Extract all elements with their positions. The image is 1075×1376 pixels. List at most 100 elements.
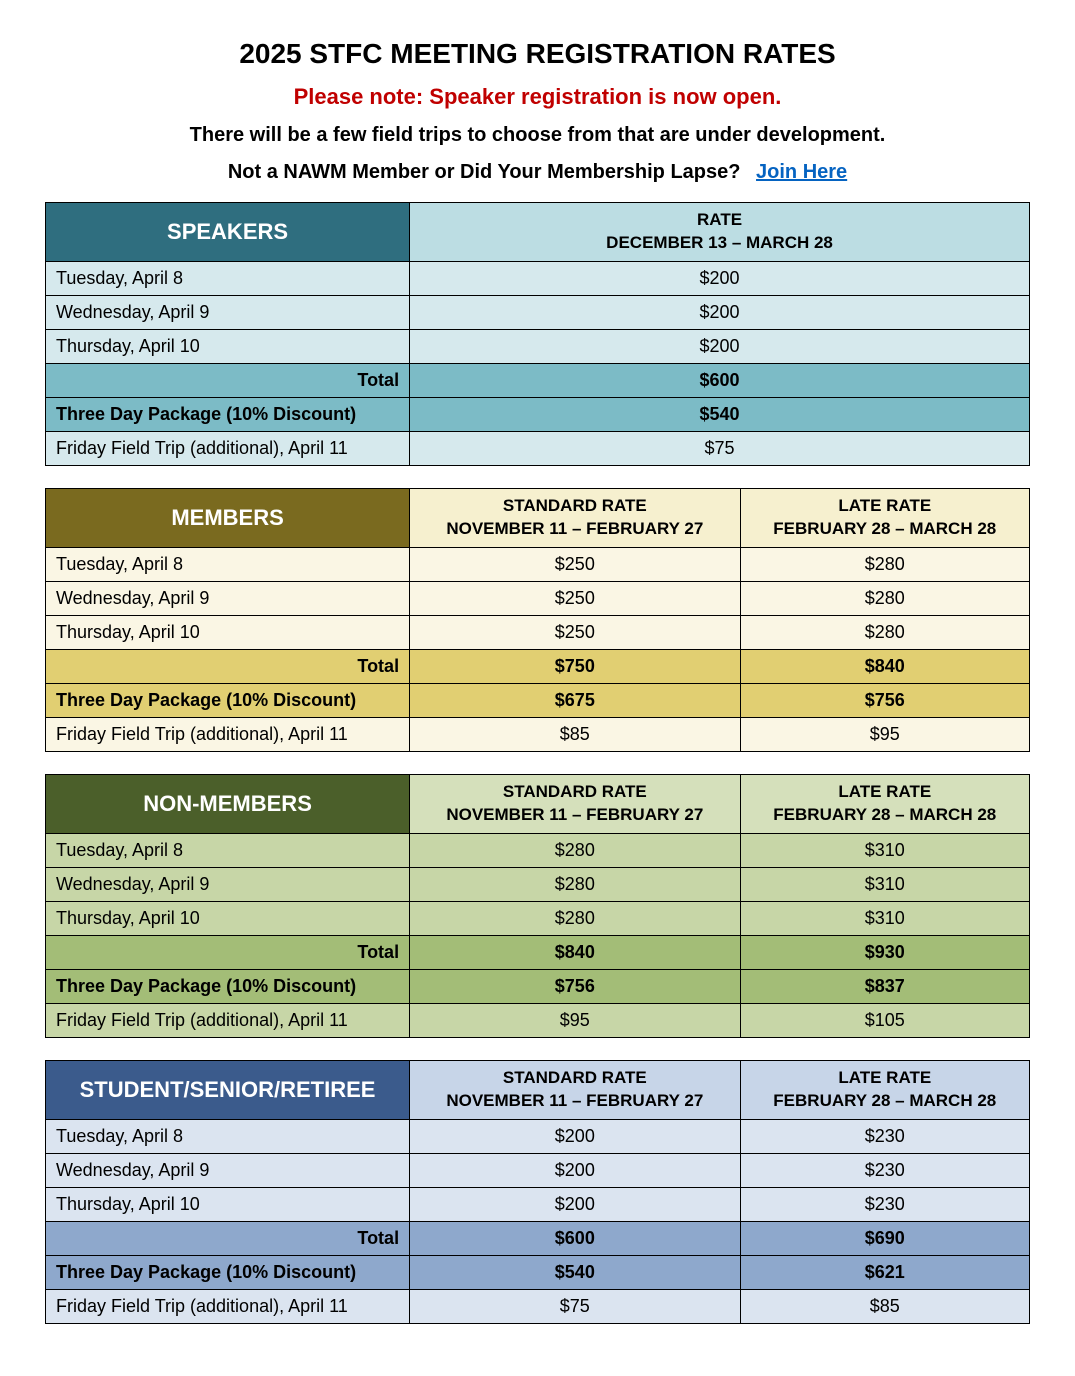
table-row: Friday Field Trip (additional), April 11… bbox=[46, 717, 1030, 751]
row-label: Tuesday, April 8 bbox=[46, 833, 410, 867]
row-label: Wednesday, April 9 bbox=[46, 1153, 410, 1187]
row-label: Wednesday, April 9 bbox=[46, 295, 410, 329]
total-value-late: $840 bbox=[740, 649, 1029, 683]
package-row: Three Day Package (10% Discount) $540 $6… bbox=[46, 1255, 1030, 1289]
total-value-late: $930 bbox=[740, 935, 1029, 969]
notice-text: Please note: Speaker registration is now… bbox=[45, 84, 1030, 110]
nonmembers-late-header: LATE RATE FEBRUARY 28 – MARCH 28 bbox=[740, 774, 1029, 833]
rate-header-line2: NOVEMBER 11 – FEBRUARY 27 bbox=[418, 518, 731, 541]
total-value-late: $690 bbox=[740, 1221, 1029, 1255]
table-row: Friday Field Trip (additional), April 11… bbox=[46, 1003, 1030, 1037]
package-label: Three Day Package (10% Discount) bbox=[46, 397, 410, 431]
rate-header-line1: LATE RATE bbox=[749, 1067, 1021, 1090]
row-value-std: $280 bbox=[410, 867, 740, 901]
package-value: $540 bbox=[410, 397, 1030, 431]
table-row: Friday Field Trip (additional), April 11… bbox=[46, 431, 1030, 465]
row-value-late: $105 bbox=[740, 1003, 1029, 1037]
members-late-header: LATE RATE FEBRUARY 28 – MARCH 28 bbox=[740, 488, 1029, 547]
rate-header-line2: FEBRUARY 28 – MARCH 28 bbox=[749, 518, 1021, 541]
row-value-std: $75 bbox=[410, 1289, 740, 1323]
total-value: $600 bbox=[410, 363, 1030, 397]
row-label: Tuesday, April 8 bbox=[46, 547, 410, 581]
row-value-late: $310 bbox=[740, 901, 1029, 935]
table-row: Wednesday, April 9 $200 bbox=[46, 295, 1030, 329]
table-row: Wednesday, April 9 $250 $280 bbox=[46, 581, 1030, 615]
rate-header-line2: FEBRUARY 28 – MARCH 28 bbox=[749, 804, 1021, 827]
package-value-std: $540 bbox=[410, 1255, 740, 1289]
student-late-header: LATE RATE FEBRUARY 28 – MARCH 28 bbox=[740, 1060, 1029, 1119]
row-value-std: $200 bbox=[410, 1153, 740, 1187]
total-label: Total bbox=[46, 935, 410, 969]
row-value-std: $250 bbox=[410, 615, 740, 649]
total-row: Total $600 bbox=[46, 363, 1030, 397]
nonmembers-std-header: STANDARD RATE NOVEMBER 11 – FEBRUARY 27 bbox=[410, 774, 740, 833]
row-label: Thursday, April 10 bbox=[46, 615, 410, 649]
row-value: $200 bbox=[410, 261, 1030, 295]
row-value-std: $200 bbox=[410, 1119, 740, 1153]
row-value-late: $280 bbox=[740, 581, 1029, 615]
row-value-late: $310 bbox=[740, 833, 1029, 867]
package-value-late: $756 bbox=[740, 683, 1029, 717]
rate-header-line1: STANDARD RATE bbox=[418, 495, 731, 518]
package-value-late: $837 bbox=[740, 969, 1029, 1003]
row-value-std: $200 bbox=[410, 1187, 740, 1221]
student-std-header: STANDARD RATE NOVEMBER 11 – FEBRUARY 27 bbox=[410, 1060, 740, 1119]
total-value-std: $600 bbox=[410, 1221, 740, 1255]
speakers-category-header: SPEAKERS bbox=[46, 203, 410, 262]
row-label: Tuesday, April 8 bbox=[46, 261, 410, 295]
total-row: Total $750 $840 bbox=[46, 649, 1030, 683]
rate-header-line2: FEBRUARY 28 – MARCH 28 bbox=[749, 1090, 1021, 1113]
row-value: $200 bbox=[410, 329, 1030, 363]
row-value-late: $85 bbox=[740, 1289, 1029, 1323]
row-label: Tuesday, April 8 bbox=[46, 1119, 410, 1153]
row-label: Thursday, April 10 bbox=[46, 1187, 410, 1221]
package-label: Three Day Package (10% Discount) bbox=[46, 1255, 410, 1289]
package-value-late: $621 bbox=[740, 1255, 1029, 1289]
join-here-link[interactable]: Join Here bbox=[756, 161, 847, 183]
rate-header-line2: NOVEMBER 11 – FEBRUARY 27 bbox=[418, 804, 731, 827]
rate-header-line1: STANDARD RATE bbox=[418, 781, 731, 804]
row-value-late: $230 bbox=[740, 1119, 1029, 1153]
table-row: Thursday, April 10 $250 $280 bbox=[46, 615, 1030, 649]
row-label: Friday Field Trip (additional), April 11 bbox=[46, 717, 410, 751]
total-value-std: $840 bbox=[410, 935, 740, 969]
total-label: Total bbox=[46, 363, 410, 397]
table-row: Tuesday, April 8 $250 $280 bbox=[46, 547, 1030, 581]
package-row: Three Day Package (10% Discount) $675 $7… bbox=[46, 683, 1030, 717]
total-label: Total bbox=[46, 649, 410, 683]
row-value-std: $85 bbox=[410, 717, 740, 751]
table-row: Tuesday, April 8 $200 $230 bbox=[46, 1119, 1030, 1153]
join-prompt: Not a NAWM Member or Did Your Membership… bbox=[228, 161, 741, 183]
members-std-header: STANDARD RATE NOVEMBER 11 – FEBRUARY 27 bbox=[410, 488, 740, 547]
row-value-std: $280 bbox=[410, 833, 740, 867]
package-label: Three Day Package (10% Discount) bbox=[46, 969, 410, 1003]
row-label: Thursday, April 10 bbox=[46, 329, 410, 363]
members-table: MEMBERS STANDARD RATE NOVEMBER 11 – FEBR… bbox=[45, 488, 1030, 752]
row-value-std: $280 bbox=[410, 901, 740, 935]
subtext: There will be a few field trips to choos… bbox=[45, 124, 1030, 147]
row-value-std: $250 bbox=[410, 547, 740, 581]
row-value-late: $280 bbox=[740, 615, 1029, 649]
row-value: $75 bbox=[410, 431, 1030, 465]
total-value-std: $750 bbox=[410, 649, 740, 683]
speakers-rate-header: RATE DECEMBER 13 – MARCH 28 bbox=[410, 203, 1030, 262]
row-value-late: $230 bbox=[740, 1187, 1029, 1221]
student-category-header: STUDENT/SENIOR/RETIREE bbox=[46, 1060, 410, 1119]
row-label: Wednesday, April 9 bbox=[46, 867, 410, 901]
rate-header-line1: RATE bbox=[418, 209, 1021, 232]
table-row: Wednesday, April 9 $200 $230 bbox=[46, 1153, 1030, 1187]
row-value: $200 bbox=[410, 295, 1030, 329]
row-value-std: $95 bbox=[410, 1003, 740, 1037]
rate-header-line1: LATE RATE bbox=[749, 495, 1021, 518]
package-label: Three Day Package (10% Discount) bbox=[46, 683, 410, 717]
row-label: Thursday, April 10 bbox=[46, 901, 410, 935]
rate-header-line2: DECEMBER 13 – MARCH 28 bbox=[418, 232, 1021, 255]
package-value-std: $675 bbox=[410, 683, 740, 717]
row-value-late: $95 bbox=[740, 717, 1029, 751]
row-label: Friday Field Trip (additional), April 11 bbox=[46, 1289, 410, 1323]
student-table: STUDENT/SENIOR/RETIREE STANDARD RATE NOV… bbox=[45, 1060, 1030, 1324]
row-value-late: $310 bbox=[740, 867, 1029, 901]
row-value-std: $250 bbox=[410, 581, 740, 615]
speakers-table: SPEAKERS RATE DECEMBER 13 – MARCH 28 Tue… bbox=[45, 202, 1030, 466]
row-label: Friday Field Trip (additional), April 11 bbox=[46, 1003, 410, 1037]
